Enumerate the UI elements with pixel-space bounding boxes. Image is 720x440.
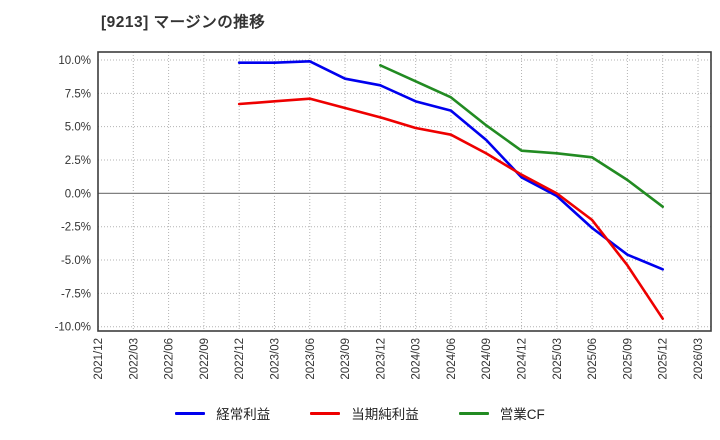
plot-border — [97, 51, 712, 332]
svg-text:2024/06: 2024/06 — [446, 338, 458, 380]
svg-text:2026/03: 2026/03 — [693, 338, 705, 380]
svg-text:-5.0%: -5.0% — [61, 255, 91, 267]
svg-text:5.0%: 5.0% — [65, 122, 91, 134]
svg-text:-7.5%: -7.5% — [61, 288, 91, 300]
svg-text:2025/09: 2025/09 — [622, 338, 634, 380]
y-axis-tick-labels: 10.0% 7.5% 5.0% 2.5% 0.0% -2.5% -5.0% -7.5% -10.… — [55, 55, 91, 334]
series-line-ordinary-income — [237, 60, 665, 271]
svg-text:2025/03: 2025/03 — [552, 338, 564, 380]
legend-label-ordinary-income: 経常利益 — [216, 407, 271, 422]
svg-text:2022/03: 2022/03 — [128, 338, 140, 380]
svg-text:0.0%: 0.0% — [65, 188, 91, 200]
svg-text:2024/03: 2024/03 — [411, 338, 423, 380]
gridlines — [97, 52, 711, 331]
svg-text:2.5%: 2.5% — [65, 155, 91, 167]
legend-item-net-income: 当期純利益 — [310, 403, 419, 423]
chart-legend: 経常利益 当期純利益 営業CF — [0, 403, 720, 423]
svg-text:2022/06: 2022/06 — [164, 338, 176, 380]
svg-text:2024/12: 2024/12 — [517, 338, 529, 380]
svg-text:2024/09: 2024/09 — [481, 338, 493, 380]
svg-text:2022/12: 2022/12 — [234, 338, 246, 380]
svg-text:10.0%: 10.0% — [58, 55, 91, 67]
legend-label-net-income: 当期純利益 — [351, 407, 419, 422]
legend-line-ordinary-income — [175, 411, 206, 415]
svg-text:2023/09: 2023/09 — [340, 338, 352, 380]
svg-text:2025/12: 2025/12 — [658, 338, 670, 380]
chart-title: [9213] マージンの推移 — [101, 14, 266, 31]
legend-line-operating-cf — [458, 411, 489, 415]
legend-item-operating-cf: 営業CF — [458, 403, 545, 423]
svg-text:2023/06: 2023/06 — [305, 338, 317, 380]
svg-text:-2.5%: -2.5% — [61, 222, 91, 234]
series-line-operating-cf — [379, 64, 665, 208]
svg-text:2023/12: 2023/12 — [375, 338, 387, 380]
svg-text:2022/09: 2022/09 — [199, 338, 211, 380]
x-axis-tick-labels: 2021/12 2022/03 2022/06 2022/09 2022/12 2023/… — [93, 338, 705, 380]
svg-text:2023/03: 2023/03 — [269, 338, 281, 380]
svg-text:-10.0%: -10.0% — [55, 322, 91, 334]
legend-label-operating-cf: 営業CF — [499, 407, 545, 422]
svg-text:2021/12: 2021/12 — [93, 338, 105, 380]
svg-text:7.5%: 7.5% — [65, 88, 91, 100]
svg-text:2025/06: 2025/06 — [587, 338, 599, 380]
legend-item-ordinary-income: 経常利益 — [175, 403, 270, 423]
legend-line-net-income — [310, 411, 341, 415]
series-line-net-income — [237, 97, 665, 320]
